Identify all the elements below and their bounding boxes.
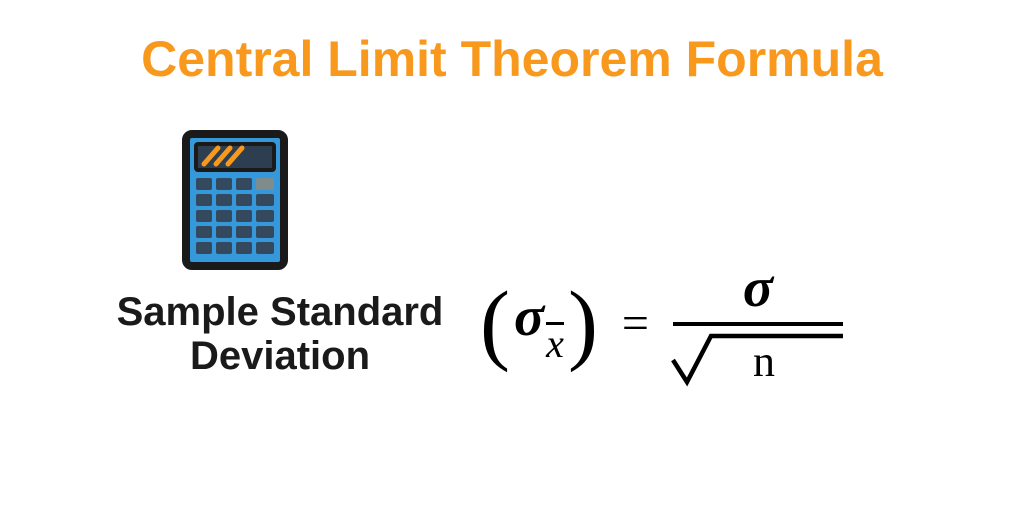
formula-label: Sample Standard Deviation [95,290,465,378]
right-paren: ) [568,292,598,355]
sigma-xbar: σ x [514,291,564,355]
fraction: σ n [673,260,843,386]
label-line2: Deviation [190,334,370,378]
radicand: n [753,336,775,387]
x-symbol: x [546,321,564,366]
equals-sign: = [622,296,649,351]
left-paren: ( [480,292,510,355]
denominator: n [673,326,843,386]
sigma-symbol: σ [514,285,544,349]
x-bar: x [546,320,564,367]
numerator: σ [743,260,773,322]
label-line1: Sample Standard [117,290,444,334]
page-title: Central Limit Theorem Formula [0,30,1024,88]
calculator-icon [180,130,290,275]
formula: ( σ x ) = σ n [480,260,843,386]
